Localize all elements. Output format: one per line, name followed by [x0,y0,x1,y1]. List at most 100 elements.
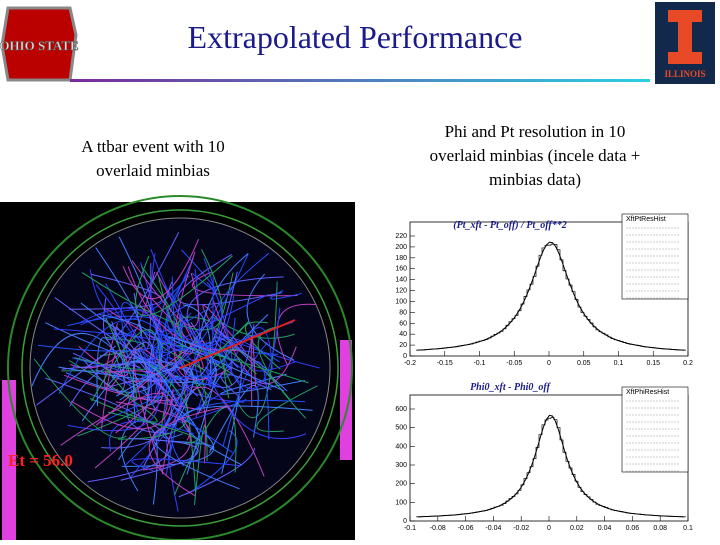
track [256,385,318,433]
x-tick-label: 0.05 [577,360,591,367]
track [53,328,175,361]
track [177,254,283,306]
x-tick-label: 0.06 [626,525,640,532]
track [78,307,171,361]
track [150,339,163,406]
track [195,317,236,363]
track [38,285,184,352]
track [70,388,174,430]
track [188,430,238,494]
track [80,247,142,338]
caption: minbias data) [489,170,581,189]
x-tick-label: 0 [547,525,551,532]
y-tick-label: 80 [399,309,407,316]
track [161,386,265,477]
track [202,304,247,353]
fit-curve [417,241,685,351]
track [204,368,307,440]
track [148,281,215,382]
track [151,294,269,362]
y-tick-label: 300 [395,462,407,469]
track [115,366,194,428]
x-tick-label: 0.08 [653,525,667,532]
track [67,284,159,432]
x-tick-label: -0.02 [513,525,529,532]
y-tick-label: 200 [395,244,407,251]
track [78,345,129,377]
track [197,281,223,359]
track [150,253,211,351]
logo-ohio-state: OHIO STATE [0,6,79,82]
track [225,307,281,390]
track [162,375,233,453]
y-tick-label: 140 [395,277,407,284]
track [107,411,197,444]
logo-illinois: ILLINOIS [655,2,715,84]
track [161,343,309,384]
track [100,349,129,430]
y-tick-label: 600 [395,406,407,413]
stats-title: XftPtResHist [626,216,666,223]
track [168,336,285,392]
track [223,348,291,400]
track [101,397,173,449]
track [131,260,199,328]
track [150,248,235,347]
track [118,427,158,505]
y-tick-label: 0 [403,353,407,360]
title-rule [70,79,650,82]
track [250,335,257,407]
x-tick-label: -0.1 [473,360,485,367]
y-tick-label: 160 [395,266,407,273]
track [120,437,199,481]
event-display: Et = 56.0 [0,195,355,541]
track [96,337,125,407]
track [95,340,205,426]
track [218,347,257,386]
track [121,411,215,467]
track [61,361,177,387]
x-tick-label: -0.1 [404,525,416,532]
slide-title: Extrapolated Performance [188,19,523,55]
track [270,289,302,300]
y-tick-label: 200 [395,481,407,488]
track [131,458,241,472]
caption: overlaid minbias [96,161,210,180]
track [109,421,195,452]
y-tick-label: 180 [395,255,407,262]
track [173,406,200,465]
y-tick-label: 100 [395,499,407,506]
track [31,332,158,412]
track [228,327,273,371]
jet-axis [179,319,296,369]
y-tick-label: 500 [395,425,407,432]
logo-text: OHIO STATE [0,38,79,53]
x-tick-label: -0.08 [430,525,446,532]
track [211,252,279,355]
caption: A ttbar event with 10 [81,137,225,156]
track [189,321,294,388]
stats-box [621,386,689,473]
track [68,360,158,423]
x-tick-label: -0.06 [458,525,474,532]
track [54,297,177,371]
track [120,301,137,359]
logo-text: ILLINOIS [664,69,705,79]
track [276,303,316,365]
track [98,313,163,401]
y-tick-label: 40 [399,331,407,338]
track [81,360,149,422]
track [244,321,281,370]
stats-box [621,213,689,300]
track [105,317,137,400]
track [237,281,278,419]
x-tick-label: 0.15 [646,360,660,367]
x-tick-label: -0.04 [485,525,501,532]
track [171,276,183,338]
caption: overlaid minbias (incele data + [430,146,641,165]
track [152,304,231,354]
y-tick-label: 220 [395,233,407,240]
x-tick-label: 0 [547,360,551,367]
